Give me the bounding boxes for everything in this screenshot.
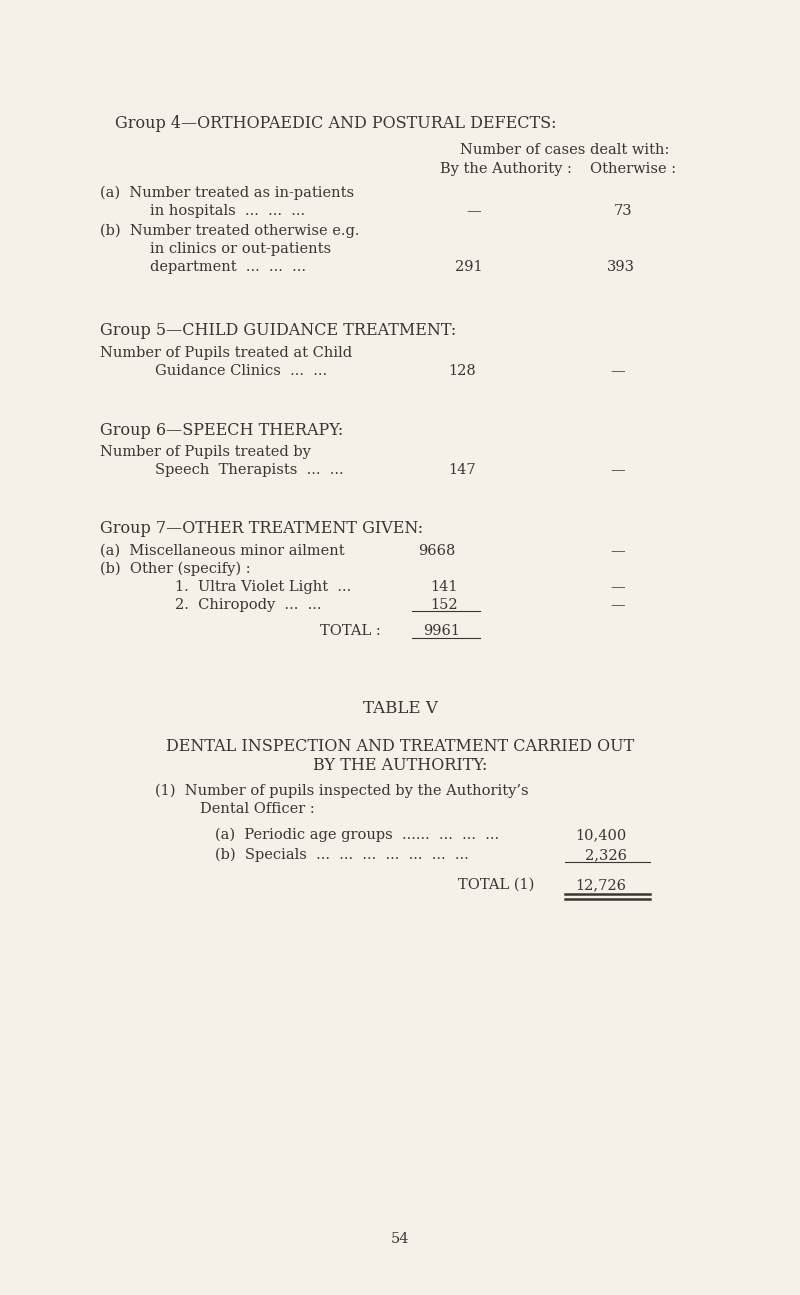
Text: Group 5—CHILD GUIDANCE TREATMENT:: Group 5—CHILD GUIDANCE TREATMENT: xyxy=(100,322,456,339)
Text: Group 4—ORTHOPAEDIC AND POSTURAL DEFECTS:: Group 4—ORTHOPAEDIC AND POSTURAL DEFECTS… xyxy=(115,115,557,132)
Text: TOTAL :: TOTAL : xyxy=(320,624,381,638)
Text: Group 6—SPEECH THERAPY:: Group 6—SPEECH THERAPY: xyxy=(100,422,343,439)
Text: (b)  Other (specify) :: (b) Other (specify) : xyxy=(100,562,250,576)
Text: 393: 393 xyxy=(607,260,635,275)
Text: —: — xyxy=(610,580,625,594)
Text: (a)  Miscellaneous minor ailment: (a) Miscellaneous minor ailment xyxy=(100,544,345,558)
Text: Number of Pupils treated at Child: Number of Pupils treated at Child xyxy=(100,346,352,360)
Text: 73: 73 xyxy=(614,205,633,218)
Text: 128: 128 xyxy=(448,364,476,378)
Text: 54: 54 xyxy=(390,1232,410,1246)
Text: 2.  Chiropody  ...  ...: 2. Chiropody ... ... xyxy=(175,598,322,613)
Text: 152: 152 xyxy=(430,598,458,613)
Text: 291: 291 xyxy=(455,260,482,275)
Text: 9961: 9961 xyxy=(423,624,460,638)
Text: TOTAL (1): TOTAL (1) xyxy=(458,878,534,892)
Text: —: — xyxy=(610,364,625,378)
Text: Number of Pupils treated by: Number of Pupils treated by xyxy=(100,445,311,458)
Text: DENTAL INSPECTION AND TREATMENT CARRIED OUT: DENTAL INSPECTION AND TREATMENT CARRIED … xyxy=(166,738,634,755)
Text: Otherwise :: Otherwise : xyxy=(590,162,676,176)
Text: Dental Officer :: Dental Officer : xyxy=(200,802,314,816)
Text: 12,726: 12,726 xyxy=(575,878,626,892)
Text: —: — xyxy=(610,598,625,613)
Text: (b)  Specials  ...  ...  ...  ...  ...  ...  ...: (b) Specials ... ... ... ... ... ... ... xyxy=(215,848,469,862)
Text: Group 7—OTHER TREATMENT GIVEN:: Group 7—OTHER TREATMENT GIVEN: xyxy=(100,521,423,537)
Text: 10,400: 10,400 xyxy=(575,828,626,842)
Text: department  ...  ...  ...: department ... ... ... xyxy=(150,260,306,275)
Text: 1.  Ultra Violet Light  ...: 1. Ultra Violet Light ... xyxy=(175,580,351,594)
Text: BY THE AUTHORITY:: BY THE AUTHORITY: xyxy=(313,758,487,774)
Text: TABLE V: TABLE V xyxy=(362,701,438,717)
Text: —: — xyxy=(610,464,625,477)
Text: 147: 147 xyxy=(448,464,476,477)
Text: —: — xyxy=(610,544,625,558)
Text: 141: 141 xyxy=(430,580,458,594)
Text: (a)  Periodic age groups  ......  ...  ...  ...: (a) Periodic age groups ...... ... ... .… xyxy=(215,828,499,842)
Text: in clinics or out-patients: in clinics or out-patients xyxy=(150,242,331,256)
Text: (b)  Number treated otherwise e.g.: (b) Number treated otherwise e.g. xyxy=(100,224,359,238)
Text: By the Authority :: By the Authority : xyxy=(440,162,572,176)
Text: Speech  Therapists  ...  ...: Speech Therapists ... ... xyxy=(155,464,344,477)
Text: 9668: 9668 xyxy=(418,544,455,558)
Text: in hospitals  ...  ...  ...: in hospitals ... ... ... xyxy=(150,205,305,218)
Text: (1)  Number of pupils inspected by the Authority’s: (1) Number of pupils inspected by the Au… xyxy=(155,783,529,799)
Text: —: — xyxy=(466,205,481,218)
Text: 2,326: 2,326 xyxy=(585,848,627,862)
Text: Number of cases dealt with:: Number of cases dealt with: xyxy=(460,142,670,157)
Text: (a)  Number treated as in-patients: (a) Number treated as in-patients xyxy=(100,186,354,201)
Text: Guidance Clinics  ...  ...: Guidance Clinics ... ... xyxy=(155,364,327,378)
